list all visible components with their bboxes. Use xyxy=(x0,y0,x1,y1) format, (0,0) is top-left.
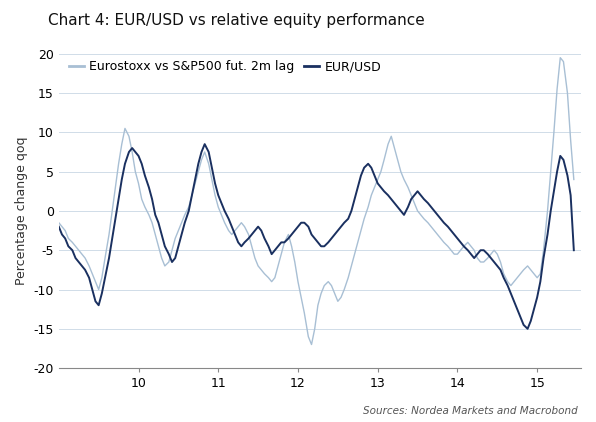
Legend: Eurostoxx vs S&P500 fut. 2m lag, EUR/USD: Eurostoxx vs S&P500 fut. 2m lag, EUR/USD xyxy=(64,55,386,78)
Text: Sources: Nordea Markets and Macrobond: Sources: Nordea Markets and Macrobond xyxy=(364,406,578,416)
Text: Chart 4: EUR/USD vs relative equity performance: Chart 4: EUR/USD vs relative equity perf… xyxy=(48,13,424,28)
Y-axis label: Percentage change qoq: Percentage change qoq xyxy=(15,137,28,285)
